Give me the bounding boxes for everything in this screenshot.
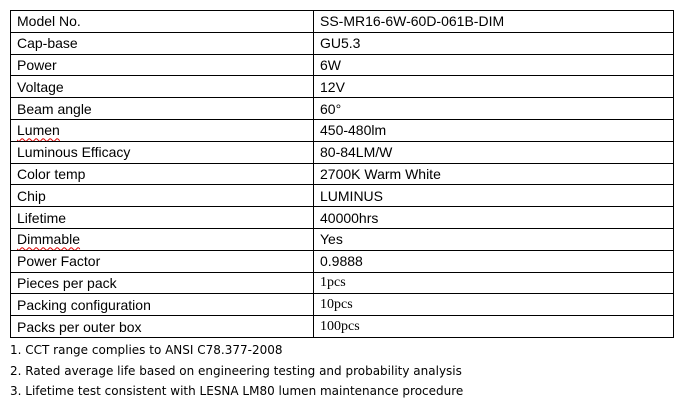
spec-key-text: Model No. bbox=[17, 13, 81, 30]
spec-key-text: Color temp bbox=[17, 165, 86, 182]
spec-key-text: Packs per outer box bbox=[17, 318, 142, 335]
spec-row: Voltage 12V bbox=[10, 75, 674, 99]
spec-row: Model No. SS-MR16-6W-60D-061B-DIM bbox=[10, 10, 674, 33]
spec-table-body: Model No. SS-MR16-6W-60D-061B-DIM Cap-base… bbox=[10, 10, 674, 338]
spec-key: Lifetime bbox=[10, 206, 314, 229]
spec-row: Packs per outer box 100pcs bbox=[10, 315, 674, 338]
spec-row: Chip LUMINUS bbox=[10, 184, 674, 208]
spec-key: Chip bbox=[10, 184, 314, 208]
spec-key-text: Power bbox=[17, 56, 57, 73]
spec-row: Beam angle 60° bbox=[10, 97, 674, 120]
spec-value: Yes bbox=[313, 227, 674, 251]
spec-row: Packing configuration 10pcs bbox=[10, 293, 674, 317]
spec-key: Pieces per pack bbox=[10, 271, 314, 295]
spec-key: Voltage bbox=[10, 75, 314, 99]
spec-key-text: Lumen bbox=[17, 122, 60, 139]
spec-value: 450-480lm bbox=[313, 118, 674, 142]
spec-key: Dimmable bbox=[10, 227, 314, 251]
spec-key: Lumen bbox=[10, 118, 314, 142]
spec-key-text: Luminous Efficacy bbox=[17, 144, 131, 161]
spec-key-text: Pieces per pack bbox=[17, 274, 117, 291]
spec-key: Packing configuration bbox=[10, 293, 314, 317]
spec-value: 40000hrs bbox=[313, 206, 674, 229]
spec-key-text: Chip bbox=[17, 187, 46, 204]
spec-row: Luminous Efficacy 80-84LM/W bbox=[10, 140, 674, 164]
spec-key-text: Dimmable bbox=[17, 231, 81, 248]
spec-value: 12V bbox=[313, 75, 674, 99]
spec-row: Pieces per pack 1pcs bbox=[10, 271, 674, 295]
spec-key-text: Cap-base bbox=[17, 35, 78, 52]
spec-value: 0.9888 bbox=[313, 249, 674, 273]
spec-key: Beam angle bbox=[10, 97, 314, 120]
spec-row: Lumen 450-480lm bbox=[10, 118, 674, 142]
spec-key: Color temp bbox=[10, 162, 314, 186]
spec-key-text: Packing configuration bbox=[17, 296, 151, 313]
spec-value: SS-MR16-6W-60D-061B-DIM bbox=[313, 10, 674, 33]
spec-value: 1pcs bbox=[313, 271, 674, 295]
spec-row: Cap-base GU5.3 bbox=[10, 31, 674, 55]
note: 2. Rated average life based on engineeri… bbox=[10, 363, 462, 378]
spec-value: 80-84LM/W bbox=[313, 140, 674, 164]
spec-key: Packs per outer box bbox=[10, 315, 314, 338]
spec-key-text: Beam angle bbox=[17, 100, 92, 117]
spec-value: 100pcs bbox=[313, 315, 674, 338]
notes: 1. CCT range complies to ANSI C78.377-20… bbox=[10, 340, 463, 402]
spec-key: Model No. bbox=[10, 10, 314, 33]
note: 3. Lifetime test consistent with LESNA L… bbox=[10, 384, 464, 398]
spec-key: Luminous Efficacy bbox=[10, 140, 314, 164]
spec-table: Model No. SS-MR16-6W-60D-061B-DIM Cap-base… bbox=[10, 10, 674, 338]
spec-key-text: Voltage bbox=[17, 78, 64, 95]
spec-row: Power Factor 0.9888 bbox=[10, 249, 674, 273]
spec-value: 10pcs bbox=[313, 293, 674, 317]
spec-value: 60° bbox=[313, 97, 674, 120]
spec-row: Lifetime 40000hrs bbox=[10, 206, 674, 229]
spec-value: 6W bbox=[313, 53, 674, 77]
spec-key: Cap-base bbox=[10, 31, 314, 55]
spec-row: Color temp 2700K Warm White bbox=[10, 162, 674, 186]
spec-value: GU5.3 bbox=[313, 31, 674, 55]
spec-row: Dimmable Yes bbox=[10, 227, 674, 251]
note: 1. CCT range complies to ANSI C78.377-20… bbox=[10, 343, 283, 357]
spec-key-text: Power Factor bbox=[17, 253, 101, 270]
spec-key-text: Lifetime bbox=[17, 209, 67, 226]
spec-row: Power 6W bbox=[10, 53, 674, 77]
spec-key: Power Factor bbox=[10, 249, 314, 273]
spec-value: 2700K Warm White bbox=[313, 162, 674, 186]
spec-key: Power bbox=[10, 53, 314, 77]
spec-value: LUMINUS bbox=[313, 184, 674, 208]
